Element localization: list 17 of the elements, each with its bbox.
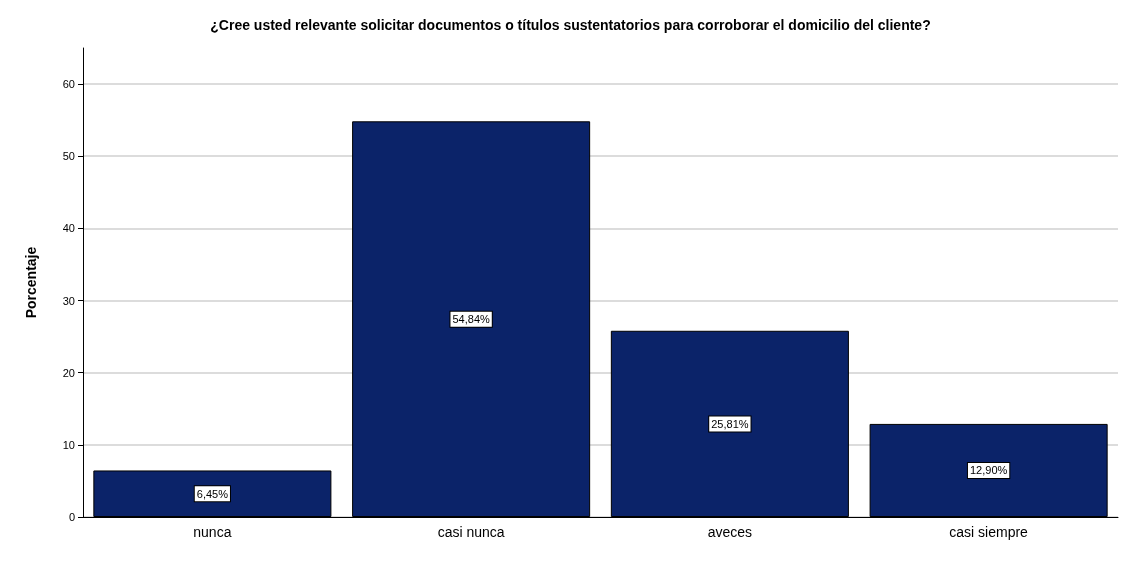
data-label: 12,90% [969,464,1008,477]
x-tick-label: aveces [707,524,753,540]
y-tick-label: 20 [62,366,75,379]
y-tick-label: 60 [62,78,75,91]
data-label: 6,45% [196,487,229,500]
y-tick-label: 30 [62,294,75,307]
y-axis-title: Porcentaje [23,246,39,319]
y-tick-label: 40 [62,222,75,235]
data-label: 25,81% [711,417,749,430]
x-tick-label: casi nunca [437,524,505,540]
chart-title: ¿Cree usted relevante solicitar documentos o títulos sustentatorios para corroborar el domicilio del cliente? [210,17,931,33]
x-tick-label: casi siempre [949,524,1029,540]
y-tick-label: 50 [62,150,75,163]
y-tick-label: 0 [68,511,75,523]
x-tick-label: nunca [193,524,232,540]
data-label: 54,84% [452,313,490,326]
y-tick-label: 10 [62,438,75,451]
